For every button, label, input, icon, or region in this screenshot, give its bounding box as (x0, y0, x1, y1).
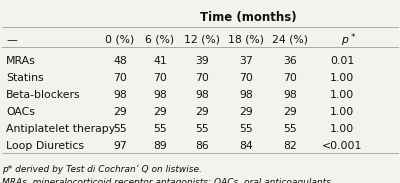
Text: p* derived by Test di Cochran’ Q on listwise.: p* derived by Test di Cochran’ Q on list… (2, 165, 202, 174)
Text: 39: 39 (195, 56, 209, 66)
Text: 36: 36 (283, 56, 297, 66)
Text: Antiplatelet therapy: Antiplatelet therapy (6, 124, 115, 134)
Text: Time (months): Time (months) (200, 11, 296, 24)
Text: 55: 55 (195, 124, 209, 134)
Text: 29: 29 (153, 107, 167, 117)
Text: 1.00: 1.00 (330, 107, 354, 117)
Text: 55: 55 (113, 124, 127, 134)
Text: 1.00: 1.00 (330, 90, 354, 100)
Text: 18 (%): 18 (%) (228, 35, 264, 45)
Text: 1.00: 1.00 (330, 73, 354, 83)
Text: 84: 84 (239, 141, 253, 151)
Text: —: — (6, 35, 17, 45)
Text: 86: 86 (195, 141, 209, 151)
Text: 12 (%): 12 (%) (184, 35, 220, 45)
Text: p: p (340, 35, 348, 45)
Text: 29: 29 (283, 107, 297, 117)
Text: 98: 98 (283, 90, 297, 100)
Text: 29: 29 (239, 107, 253, 117)
Text: 1.00: 1.00 (330, 124, 354, 134)
Text: 70: 70 (239, 73, 253, 83)
Text: 41: 41 (153, 56, 167, 66)
Text: 55: 55 (283, 124, 297, 134)
Text: 70: 70 (283, 73, 297, 83)
Text: 97: 97 (113, 141, 127, 151)
Text: Beta-blockers: Beta-blockers (6, 90, 81, 100)
Text: 48: 48 (113, 56, 127, 66)
Text: 82: 82 (283, 141, 297, 151)
Text: MRAs: MRAs (6, 56, 36, 66)
Text: 70: 70 (153, 73, 167, 83)
Text: 70: 70 (113, 73, 127, 83)
Text: 37: 37 (239, 56, 253, 66)
Text: 0.01: 0.01 (330, 56, 354, 66)
Text: 0 (%): 0 (%) (105, 35, 135, 45)
Text: 98: 98 (195, 90, 209, 100)
Text: 55: 55 (153, 124, 167, 134)
Text: *: * (351, 33, 356, 42)
Text: 98: 98 (239, 90, 253, 100)
Text: 55: 55 (239, 124, 253, 134)
Text: 6 (%): 6 (%) (146, 35, 174, 45)
Text: 29: 29 (195, 107, 209, 117)
Text: 89: 89 (153, 141, 167, 151)
Text: 70: 70 (195, 73, 209, 83)
Text: 98: 98 (153, 90, 167, 100)
Text: 98: 98 (113, 90, 127, 100)
Text: MRAs, mineralocorticoid receptor antagonists; OACs, oral anticoagulants.: MRAs, mineralocorticoid receptor antagon… (2, 178, 334, 183)
Text: <0.001: <0.001 (322, 141, 362, 151)
Text: OACs: OACs (6, 107, 35, 117)
Text: Statins: Statins (6, 73, 44, 83)
Text: 29: 29 (113, 107, 127, 117)
Text: Loop Diuretics: Loop Diuretics (6, 141, 84, 151)
Text: 24 (%): 24 (%) (272, 35, 308, 45)
